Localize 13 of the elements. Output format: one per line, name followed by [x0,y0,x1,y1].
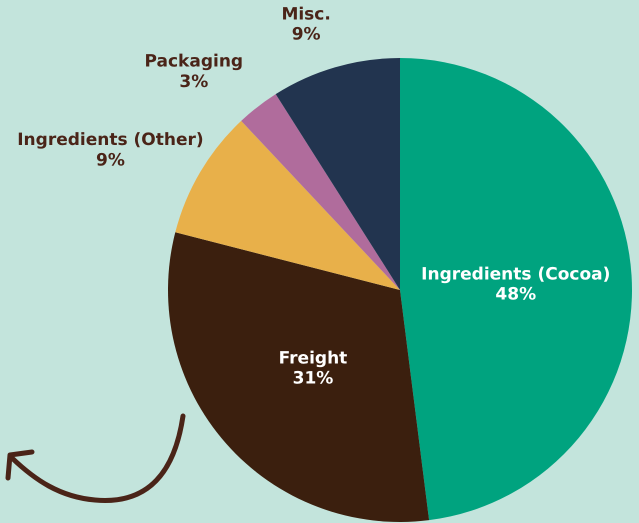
data-label: 31% [292,368,334,389]
pie-slice [241,94,400,290]
data-label: 48% [495,284,536,305]
slice-label: Packaging [144,52,244,72]
data-label: 9% [292,24,321,45]
slice-label: Freight [278,348,348,368]
slice-label: Ingredients (Other) [17,130,204,150]
pie-slice [400,58,632,520]
slice-label: Ingredients (Cocoa) [421,264,610,284]
data-label: 3% [179,72,208,92]
slice-label: Misc. [281,4,331,24]
data-label: 9% [96,150,125,170]
pie-slice [276,58,400,290]
